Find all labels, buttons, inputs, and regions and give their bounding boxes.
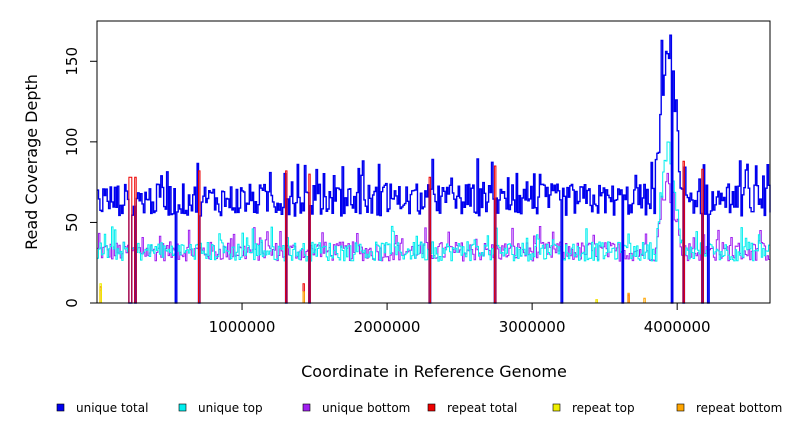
x-axis-title: Coordinate in Reference Genome: [301, 362, 567, 381]
y-tick-label: 150: [63, 47, 81, 76]
x-tick-label: 2000000: [354, 318, 421, 336]
series-line-unique-total: [97, 34, 771, 304]
legend-label-repeat-total: repeat total: [447, 401, 517, 415]
legend-label-repeat-top: repeat top: [572, 401, 635, 415]
y-tick-label: 0: [63, 298, 81, 308]
legend-label-unique-top: unique top: [198, 401, 263, 415]
legend-swatch-repeat-bottom: [676, 403, 685, 412]
x-tick-label: 3000000: [499, 318, 566, 336]
legend-swatch-unique-top: [178, 403, 187, 412]
x-tick-label: 1000000: [209, 318, 276, 336]
y-tick-label: 100: [63, 128, 81, 157]
y-axis-title: Read Coverage Depth: [22, 74, 41, 250]
legend-swatch-repeat-total: [427, 403, 436, 412]
series-line-unique-top: [97, 141, 771, 304]
plot-frame: [96, 20, 771, 304]
legend-swatch-unique-total: [56, 403, 65, 412]
x-axis: 1000000 2000000 3000000 4000000: [209, 303, 711, 336]
series-layer: [97, 34, 771, 304]
y-tick-label: 50: [63, 213, 81, 232]
legend-swatch-unique-bottom: [302, 403, 311, 412]
legend-label-unique-total: unique total: [76, 401, 148, 415]
y-axis: 0 50 100 150: [63, 47, 97, 308]
legend-label-unique-bottom: unique bottom: [322, 401, 410, 415]
legend: unique total unique top unique bottom repea…: [56, 401, 782, 415]
x-tick-label: 4000000: [644, 318, 711, 336]
legend-label-repeat-bottom: repeat bottom: [696, 401, 782, 415]
legend-swatch-repeat-top: [552, 403, 561, 412]
